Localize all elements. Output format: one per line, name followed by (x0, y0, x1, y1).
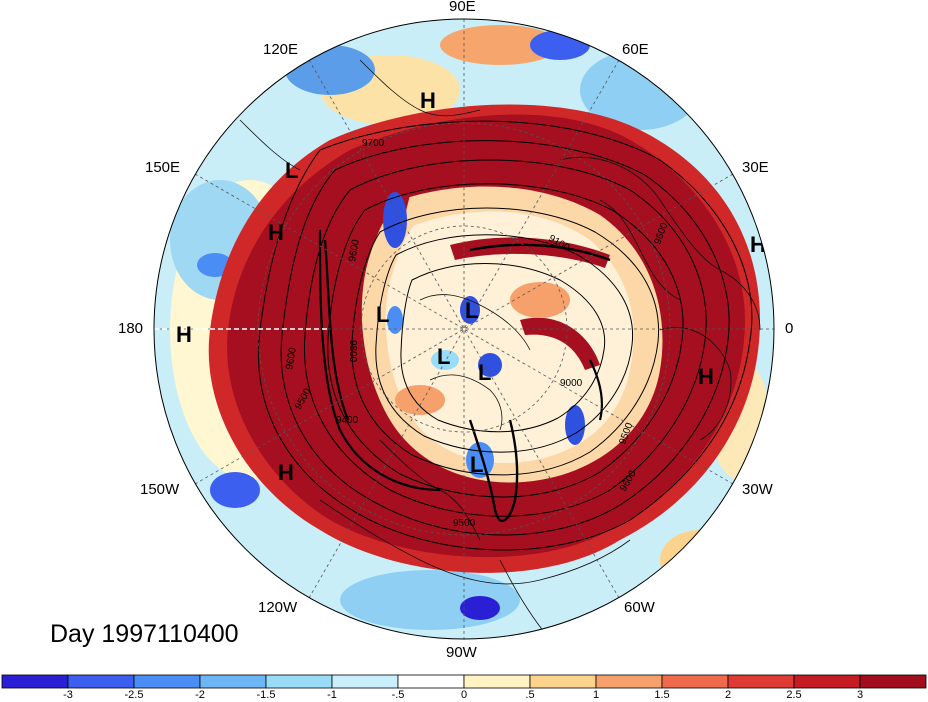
colorbar-swatch (793, 674, 861, 689)
colorbar-swatch (397, 674, 465, 689)
graticule (154, 19, 774, 639)
colorbar-swatch (595, 674, 663, 689)
longitude-label-120w: 120W (258, 599, 298, 616)
longitude-label-60e: 60E (622, 41, 649, 58)
colorbar-swatch (727, 674, 795, 689)
longitude-label-90e: 90E (449, 0, 476, 15)
longitude-label-150w: 150W (140, 481, 180, 498)
colorbar-tick-label: -.5 (391, 689, 405, 701)
colorbar-swatch (529, 674, 597, 689)
colorbar-tick-label: 2.5 (786, 689, 802, 701)
map-border (153, 18, 775, 640)
colorbar-tick-label: 3 (856, 689, 864, 701)
colorbar-tick-label: 1.5 (654, 689, 670, 701)
contour-label: 9600 (347, 238, 362, 262)
inner-anomaly-features (330, 192, 610, 478)
contour-label: 9000 (560, 378, 583, 389)
contour-label: 9400 (336, 415, 359, 426)
high-pressure-marker: H (176, 322, 192, 347)
low-pressure-marker: L (285, 158, 298, 183)
low-pressure-marker: L (465, 298, 478, 323)
colorbar-tick-label: 2 (724, 689, 732, 701)
colorbar-tick-label: -2 (195, 689, 205, 701)
colorbar-tick-label: -2.5 (124, 689, 144, 701)
pressure-center-group: H H H H H H L L L L L L (176, 88, 766, 485)
date-label: Day 1997110400 (50, 620, 239, 648)
longitude-label-120e: 120E (263, 41, 299, 58)
low-pressure-marker: L (478, 360, 491, 385)
map-disk: 9700 9600 9100 9600 9800 9600 9500 9400 … (154, 19, 774, 639)
colorbar-swatch (463, 674, 531, 689)
colorbar-swatch (67, 674, 135, 689)
high-pressure-marker: H (268, 220, 284, 245)
longitude-label-90w: 90W (446, 644, 477, 661)
contour-label: 9800 (347, 340, 358, 363)
colorbar-swatch (265, 674, 333, 689)
colorbar (1, 674, 927, 689)
high-pressure-marker: H (698, 364, 714, 389)
high-pressure-marker: H (278, 460, 294, 485)
colorbar-swatch (1, 674, 69, 689)
longitude-label-150e: 150E (145, 159, 181, 176)
colorbar-tick-label: -3 (63, 689, 73, 701)
colorbar-tick-label: -1 (327, 689, 337, 701)
high-pressure-marker: H (420, 88, 436, 113)
colorbar-tick-label: .5 (525, 689, 535, 701)
low-pressure-marker: L (470, 452, 483, 477)
colorbar-tick-label: 0 (460, 689, 468, 701)
colorbar-swatch (859, 674, 927, 689)
contour-label: 9700 (362, 138, 385, 149)
colorbar-tick-label: 1 (592, 689, 600, 701)
colorbar-swatch (199, 674, 267, 689)
high-pressure-marker: H (750, 232, 766, 257)
longitude-label-0: 0 (785, 320, 794, 337)
contour-label: 9600 (284, 346, 299, 370)
colorbar-swatch (331, 674, 399, 689)
low-pressure-marker: L (376, 302, 389, 327)
longitude-label-180: 180 (118, 320, 144, 337)
colorbar-swatch (133, 674, 201, 689)
longitude-label-30e: 30E (742, 159, 769, 176)
colorbar-swatch (661, 674, 729, 689)
contour-label: 9500 (453, 518, 476, 529)
longitude-label-60w: 60W (624, 599, 655, 616)
longitude-label-30w: 30W (742, 481, 773, 498)
colorbar-tick-label: -1.5 (256, 689, 276, 701)
height-contours (258, 120, 753, 551)
low-pressure-marker: L (437, 344, 450, 369)
